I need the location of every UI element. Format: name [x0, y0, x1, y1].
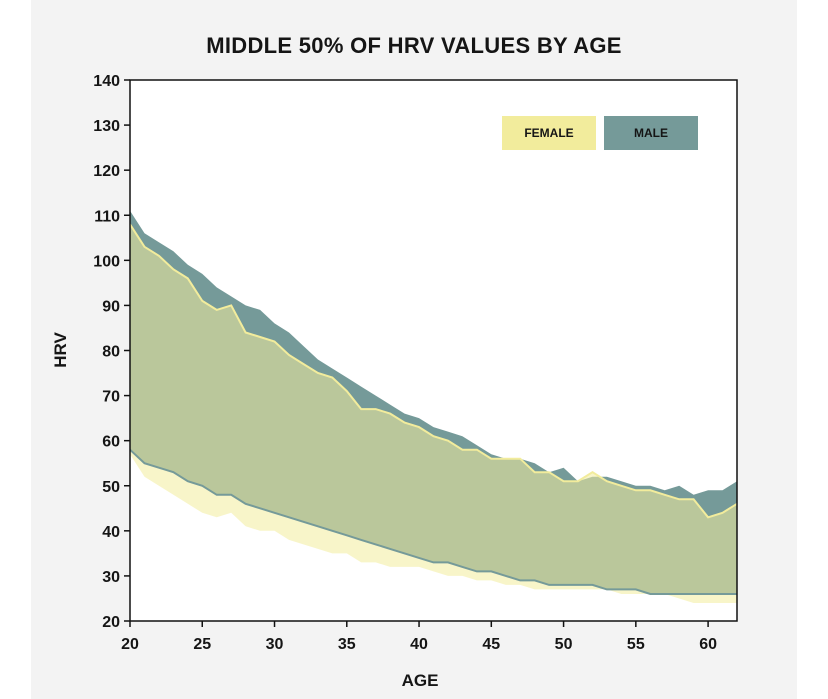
legend-swatch-male [604, 116, 698, 150]
x-axis-label: AGE [402, 671, 439, 690]
legend: FEMALE MALE [502, 116, 698, 150]
legend-swatch-female [502, 116, 596, 150]
legend-label-male: MALE [634, 126, 668, 140]
x-tick-label: 35 [338, 636, 356, 653]
y-tick-label: 20 [102, 614, 120, 631]
y-tick-label: 90 [102, 298, 120, 315]
x-tick-label: 60 [699, 636, 717, 653]
x-tick-label: 50 [555, 636, 573, 653]
plot-areas [129, 80, 738, 621]
y-tick-label: 70 [102, 389, 120, 406]
axes: 20 30 40 50 60 70 80 90 100 110 120 130 140 20 25 30 35 4… [93, 73, 738, 653]
y-tick-label: 100 [93, 253, 120, 270]
legend-label-female: FEMALE [524, 126, 573, 140]
y-axis-label: HRV [51, 332, 70, 368]
y-tick-label: 130 [93, 118, 120, 135]
x-tick-label: 30 [266, 636, 284, 653]
y-tick-label: 40 [102, 524, 120, 541]
x-tick-label: 20 [121, 636, 139, 653]
y-tick-label: 50 [102, 479, 120, 496]
y-tick-label: 140 [93, 73, 120, 90]
band-female [130, 224, 737, 604]
female-upper-line [129, 223, 738, 519]
y-tick-label: 120 [93, 163, 120, 180]
x-tick-label: 55 [627, 636, 645, 653]
male-lower-line [129, 448, 737, 595]
x-tick-label: 45 [482, 636, 500, 653]
y-tick-label: 60 [102, 434, 120, 451]
x-tick-label: 25 [193, 636, 211, 653]
y-tick-label: 30 [102, 569, 120, 586]
y-tick-label: 110 [94, 208, 120, 225]
x-tick-label: 40 [410, 636, 428, 653]
chart-title: MIDDLE 50% OF HRV VALUES BY AGE [206, 33, 622, 58]
y-tick-label: 80 [102, 344, 120, 361]
